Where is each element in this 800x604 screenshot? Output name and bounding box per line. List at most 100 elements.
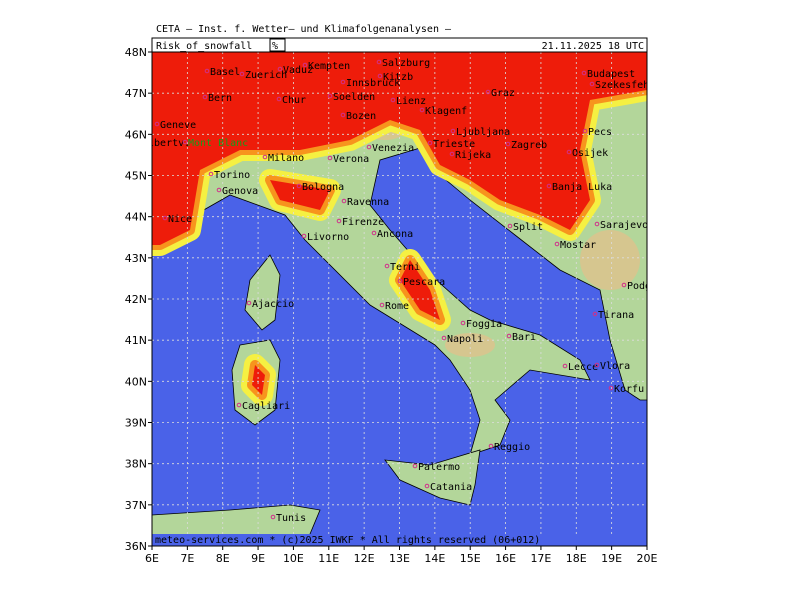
place-marker (270, 514, 276, 520)
lat-label: 43N (125, 252, 147, 265)
lat-label: 39N (125, 417, 147, 430)
lon-label: 20E (637, 552, 658, 565)
place-label: Basel (210, 67, 240, 78)
place-marker (301, 233, 307, 239)
place-label: Klagenf (425, 106, 467, 117)
lat-label: 40N (125, 375, 147, 388)
place-label: Ajaccio (252, 299, 294, 310)
place-label: Mostar (560, 240, 596, 251)
place-marker (277, 66, 283, 72)
place-label: Verona (333, 154, 369, 165)
place-label: Soelden (333, 92, 375, 103)
place-label: Szekesfeh (595, 80, 649, 91)
place-label: Albertv. (142, 138, 190, 149)
place-marker (621, 282, 627, 288)
place-marker (376, 59, 382, 65)
place-marker (594, 221, 600, 227)
lat-label: 44N (125, 211, 147, 224)
place-marker (505, 141, 511, 147)
valid-time: 21.11.2025 18 UTC (542, 41, 644, 52)
place-marker (340, 79, 346, 85)
place-label: Bologna (302, 182, 344, 193)
place-marker (450, 128, 456, 134)
place-label: Trieste (433, 139, 475, 150)
lat-label: 47N (125, 87, 147, 100)
place-label: Napoli (447, 334, 483, 345)
place-marker (441, 335, 447, 341)
place-label: Catania (430, 482, 472, 493)
place-marker (377, 73, 383, 79)
place-marker (262, 154, 268, 160)
place-marker (296, 183, 302, 189)
place-marker (507, 223, 513, 229)
place-marker (236, 402, 242, 408)
place-marker (182, 139, 188, 145)
place-marker (216, 187, 222, 193)
lon-label: 17E (530, 552, 551, 565)
lon-label: 10E (283, 552, 304, 565)
place-marker (336, 218, 342, 224)
place-label: Ravenna (347, 197, 389, 208)
place-marker (566, 149, 572, 155)
place-label: Nice (168, 214, 192, 225)
place-marker (546, 183, 552, 189)
place-label: Livorno (307, 232, 349, 243)
place-label: Reggio (494, 442, 530, 453)
place-label: Rome (385, 301, 409, 312)
place-marker (488, 443, 494, 449)
place-label: Tirana (598, 310, 634, 321)
place-label: Vlora (600, 361, 630, 372)
place-marker (594, 362, 600, 368)
place-marker (204, 68, 210, 74)
place-marker (390, 97, 396, 103)
lon-label: 8E (216, 552, 230, 565)
unit: % (272, 41, 278, 52)
place-label: Palermo (418, 462, 460, 473)
place-label: Osijek (572, 148, 608, 159)
unit-box (269, 38, 286, 52)
place-marker (208, 171, 214, 177)
place-label: Lienz (396, 96, 426, 107)
place-label: Genova (222, 186, 258, 197)
place-marker (154, 121, 160, 127)
place-label: Graz (491, 88, 515, 99)
place-label: Foggia (466, 319, 502, 330)
lon-label: 14E (424, 552, 445, 565)
lon-label: 16E (495, 552, 516, 565)
place-marker (460, 320, 466, 326)
place-label: Chur (282, 95, 306, 106)
lon-label: 13E (389, 552, 410, 565)
place-marker (419, 107, 425, 113)
lat-label: 37N (125, 499, 147, 512)
lat-label: 38N (125, 458, 147, 471)
place-marker (302, 62, 308, 68)
place-marker (327, 155, 333, 161)
place-label: Innsbruck (346, 78, 400, 89)
lon-label: 9E (251, 552, 265, 565)
place-label: Ancona (377, 229, 413, 240)
place-marker (397, 278, 403, 284)
place-marker (554, 241, 560, 247)
place-label: Torino (214, 170, 250, 181)
place-label: Venezia (372, 143, 414, 154)
place-label: Vaduz (283, 65, 313, 76)
place-marker (427, 140, 433, 146)
place-marker (449, 151, 455, 157)
place-marker (589, 81, 595, 87)
place-marker (608, 385, 614, 391)
snow-risk (152, 52, 647, 406)
place-label: Cagliari (242, 401, 290, 412)
place-label: Salzburg (382, 58, 430, 69)
lon-label: 11E (318, 552, 339, 565)
lat-label: 48N (125, 46, 147, 59)
place-label: Korfu (614, 384, 644, 395)
lon-label: 12E (354, 552, 375, 565)
place-label: Firenze (342, 217, 384, 228)
place-label: Milano (268, 153, 304, 164)
place-label: Zuerich (245, 70, 287, 81)
footer-band (152, 534, 647, 546)
place-marker (379, 302, 385, 308)
place-marker (424, 483, 430, 489)
grid (152, 52, 647, 546)
